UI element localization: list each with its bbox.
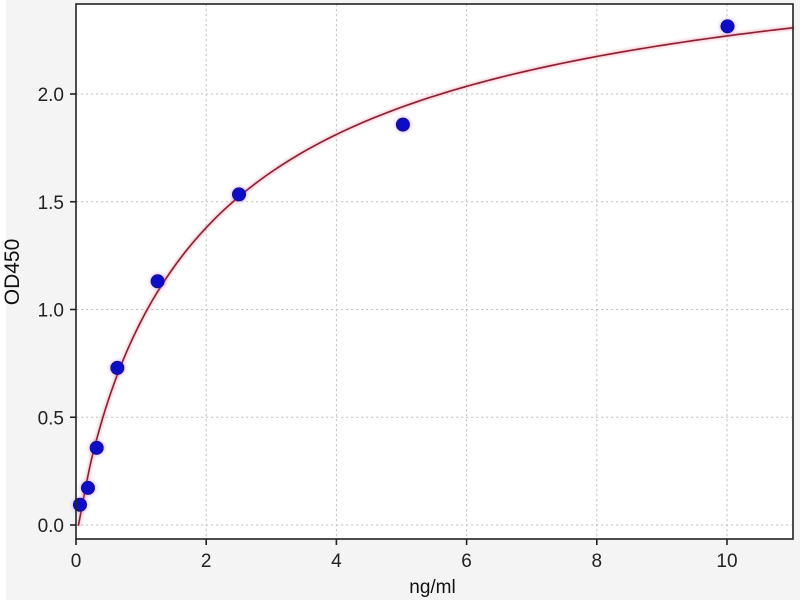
svg-text:OD450: OD450 — [1, 239, 24, 306]
svg-text:10: 10 — [716, 551, 737, 572]
svg-text:0: 0 — [71, 551, 82, 572]
svg-text:2.0: 2.0 — [38, 85, 64, 106]
svg-text:1.5: 1.5 — [38, 193, 64, 214]
svg-text:0.0: 0.0 — [38, 516, 64, 537]
svg-text:4: 4 — [331, 551, 342, 572]
svg-text:6: 6 — [461, 551, 472, 572]
svg-text:2: 2 — [201, 551, 212, 572]
svg-text:ng/ml: ng/ml — [409, 577, 455, 598]
svg-text:8: 8 — [592, 551, 603, 572]
svg-text:0.5: 0.5 — [38, 408, 64, 429]
svg-text:1.0: 1.0 — [38, 301, 64, 322]
